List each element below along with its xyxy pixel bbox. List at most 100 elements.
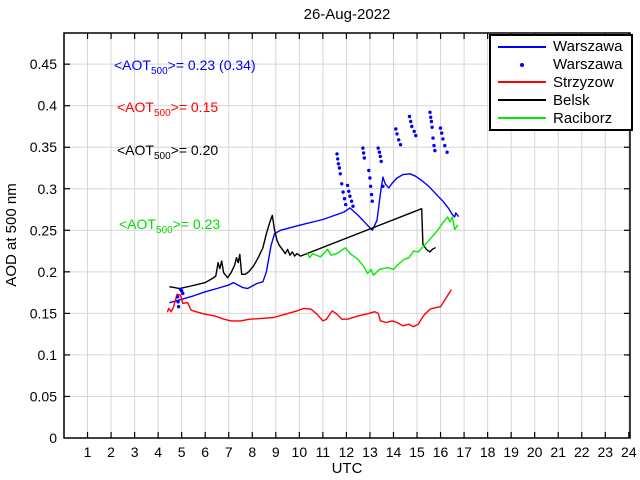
y-tick-label: 0.1 <box>38 347 58 363</box>
legend-label: Strzyzow <box>553 73 614 91</box>
data-dot <box>438 126 443 130</box>
legend-entry-raciborz: Raciborz <box>491 109 631 127</box>
x-tick-label: 20 <box>527 444 543 460</box>
series-line-strzyzow <box>166 289 452 328</box>
x-tick-label: 11 <box>316 444 331 460</box>
y-axis-label: AOD at 500 nm <box>3 183 20 286</box>
legend-label: Warszawa <box>553 38 623 56</box>
data-dot <box>432 143 436 148</box>
data-dot <box>337 166 342 170</box>
x-tick-label: 1 <box>84 444 92 460</box>
data-dot <box>361 151 366 155</box>
dot-marker-icon <box>520 62 524 67</box>
data-dot <box>362 156 366 160</box>
y-tick-label: 0.15 <box>30 305 57 321</box>
x-tick-label: 22 <box>574 444 590 460</box>
series-dots-warszawa <box>176 110 449 309</box>
x-tick-label: 19 <box>503 444 519 460</box>
data-dot <box>397 138 401 142</box>
data-dot <box>345 183 350 188</box>
data-dot <box>344 202 348 207</box>
legend-line-sample <box>498 117 546 120</box>
x-tick-label: 17 <box>456 444 472 460</box>
x-tick-label: 5 <box>178 444 186 460</box>
legend-dot-marker <box>498 62 546 67</box>
x-tick-label: 21 <box>550 444 566 460</box>
data-dot <box>376 146 380 150</box>
aot-annotation-2: <AOT500>= 0.20 <box>117 142 219 162</box>
data-dot <box>377 150 382 154</box>
data-dot <box>378 154 382 159</box>
line-sample-icon <box>498 99 546 102</box>
x-tick-label: 3 <box>131 444 139 460</box>
x-tick-label: 13 <box>362 444 378 460</box>
legend-line-sample <box>498 81 546 84</box>
data-dot <box>407 114 412 119</box>
data-dot <box>412 129 416 134</box>
data-dot <box>428 110 432 115</box>
x-tick-label: 10 <box>292 444 308 460</box>
legend-label: Raciborz <box>553 109 613 127</box>
series-line-raciborz <box>306 216 459 276</box>
legend-label: Belsk <box>553 91 590 109</box>
gridlines <box>64 33 630 438</box>
data-dot <box>368 176 372 180</box>
x-tick-label: 14 <box>386 444 402 460</box>
data-dot <box>379 159 383 164</box>
x-tick-label: 4 <box>154 444 162 460</box>
data-dot <box>340 182 344 186</box>
tick-labels: 1 2 3 4 5 6 7 8 9 10 11 12 13 14 15 16 17 18 19 20 21 22 23 240… <box>30 56 637 460</box>
line-sample-icon <box>498 45 546 48</box>
data-dot <box>348 194 352 198</box>
data-dot <box>176 305 181 309</box>
aot-annotation-1: <AOT500>= 0.15 <box>117 99 219 119</box>
data-dot <box>335 152 339 156</box>
data-series <box>166 110 459 328</box>
data-dot <box>338 172 342 176</box>
x-tick-label: 24 <box>621 444 637 460</box>
y-tick-label: 0.25 <box>30 222 57 238</box>
axes-box <box>63 32 631 439</box>
data-dot <box>369 184 373 188</box>
legend-line-sample <box>498 99 546 102</box>
data-dot <box>176 295 180 299</box>
data-dot <box>369 192 374 197</box>
data-dot <box>409 119 413 124</box>
data-dot <box>445 150 449 154</box>
x-tick-label: 16 <box>433 444 449 460</box>
aot-annotation-0: <AOT500>= 0.23 (0.34) <box>114 57 256 77</box>
x-tick-label: 23 <box>597 444 613 460</box>
x-tick-label: 15 <box>409 444 425 460</box>
x-tick-label: 7 <box>225 444 233 460</box>
data-dot <box>347 189 351 193</box>
data-dot <box>441 137 445 141</box>
legend-entry-warszawa-dots: Warszawa <box>491 56 631 74</box>
chart-title: 26-Aug-2022 <box>304 6 391 23</box>
series-line-warszawa <box>169 173 459 304</box>
line-sample-icon <box>498 117 546 120</box>
legend-line-sample <box>498 45 546 48</box>
y-tick-label: 0.35 <box>30 139 57 155</box>
y-tick-label: 0.4 <box>38 98 58 114</box>
data-dot <box>176 300 180 304</box>
data-dot <box>440 131 444 135</box>
data-dot <box>394 127 398 131</box>
legend: Warszawa Warszawa Strzyzow Belsk Raciborz <box>489 34 633 131</box>
data-dot <box>443 143 447 148</box>
x-tick-label: 18 <box>480 444 496 460</box>
data-dot <box>367 168 371 173</box>
data-dot <box>410 124 414 129</box>
aot-annotation-3: <AOT500>= 0.23 <box>119 216 221 236</box>
data-dot <box>351 204 355 208</box>
data-dot <box>381 184 385 188</box>
data-dot <box>336 157 340 161</box>
y-tick-label: 0.2 <box>38 264 58 280</box>
data-dot <box>395 132 399 136</box>
data-dot <box>336 162 341 166</box>
legend-entry-strzyzow: Strzyzow <box>491 74 631 92</box>
data-dot <box>370 199 374 203</box>
x-tick-label: 8 <box>248 444 256 460</box>
x-tick-label: 2 <box>107 444 115 460</box>
